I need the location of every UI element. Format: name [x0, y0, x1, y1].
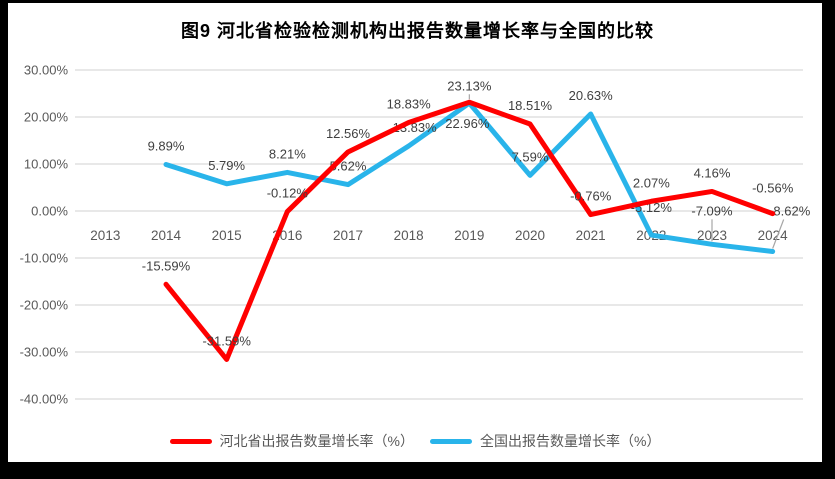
x-axis-tick-label: 2018	[394, 228, 424, 243]
data-label: -0.76%	[570, 189, 612, 204]
legend-swatch-red-line	[169, 438, 212, 444]
x-axis-tick-label: 2024	[758, 228, 789, 243]
data-label: 23.13%	[447, 78, 492, 93]
data-label: 20.63%	[569, 88, 614, 103]
data-label: -8.62%	[769, 204, 811, 219]
legend-item-national: 全国出报告数量增长率（%）	[430, 431, 660, 451]
data-label: 4.16%	[694, 165, 731, 180]
data-label: 2.07%	[633, 175, 670, 190]
data-label: 8.21%	[269, 146, 306, 161]
data-label: 18.83%	[387, 96, 432, 111]
x-axis-tick-label: 2020	[515, 228, 545, 243]
data-label: 9.89%	[148, 139, 185, 154]
data-label-leader-line	[772, 219, 785, 249]
data-label: -7.09%	[691, 203, 733, 218]
legend-label-hebei: 河北省出报告数量增长率（%）	[219, 433, 414, 449]
y-axis-tick-label: 0.00%	[31, 204, 68, 219]
legend-swatch-blue-line	[430, 438, 472, 444]
x-axis-tick-label: 2021	[576, 228, 606, 243]
x-axis-tick-label: 2014	[151, 228, 182, 243]
y-axis-tick-label: 30.00%	[24, 63, 69, 78]
chart-title: 图9 河北省检验检测机构出报告数量增长率与全国的比较	[180, 21, 654, 41]
x-axis-tick-label: 2019	[454, 228, 484, 243]
data-label: -15.59%	[142, 258, 191, 273]
y-axis-tick-label: -40.00%	[20, 392, 69, 407]
data-label: 22.96%	[445, 116, 490, 131]
chart-legend: 河北省出报告数量增长率（%） 全国出报告数量增长率（%）	[8, 430, 822, 452]
data-label: -0.56%	[752, 181, 794, 196]
y-axis-tick-label: 20.00%	[24, 110, 69, 125]
y-axis-tick-label: -10.00%	[20, 251, 69, 266]
y-axis-tick-label: 10.00%	[24, 157, 69, 172]
legend-label-national: 全国出报告数量增长率（%）	[480, 433, 661, 449]
legend-item-hebei: 河北省出报告数量增长率（%）	[169, 431, 414, 451]
x-axis-tick-label: 2017	[333, 228, 363, 243]
data-label: 18.51%	[508, 98, 553, 113]
y-axis-tick-label: -30.00%	[20, 345, 69, 360]
data-label: -31.59%	[202, 333, 251, 348]
x-axis-tick-label: 2013	[90, 228, 120, 243]
y-axis-tick-label: -20.00%	[20, 298, 69, 313]
x-axis-tick-label: 2015	[212, 228, 242, 243]
data-label: 12.56%	[326, 126, 371, 141]
data-label: -0.12%	[267, 186, 309, 201]
series-line-hebei	[163, 99, 776, 362]
chart-canvas	[8, 3, 822, 462]
data-label: 7.59%	[512, 149, 549, 164]
data-label: 5.79%	[208, 158, 245, 173]
